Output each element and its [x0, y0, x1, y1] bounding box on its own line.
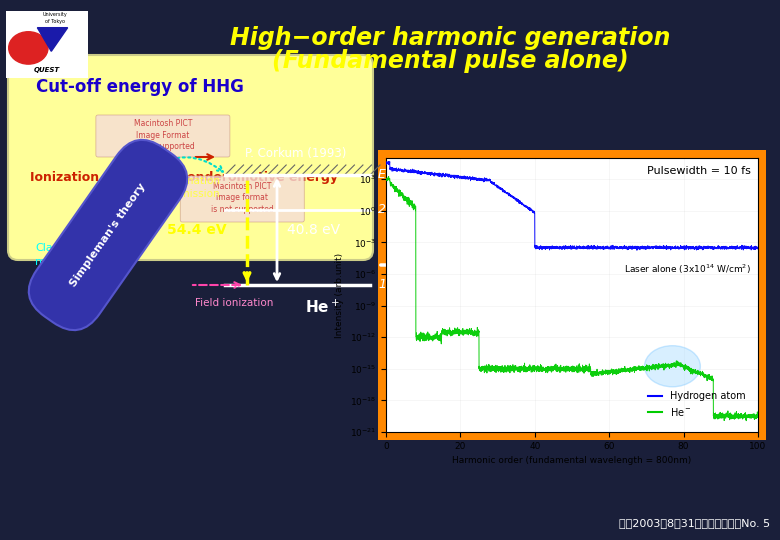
Text: 54.4 eV: 54.4 eV: [167, 223, 227, 237]
Text: Macintosh PICT
image format
is not supported: Macintosh PICT image format is not suppo…: [211, 183, 274, 214]
Text: – But...Extremely low efficiency: – But...Extremely low efficiency: [444, 314, 654, 327]
Text: Laser alone (3x10$^{14}$ W/cm$^2$): Laser alone (3x10$^{14}$ W/cm$^2$): [624, 262, 750, 275]
Bar: [378, 150, 766, 440]
Text: P. Corkum (1993): P. Corkum (1993): [245, 146, 346, 159]
Text: Macintosh PICT
Image Format
is not supported: Macintosh PICT Image Format is not suppo…: [132, 119, 194, 151]
Text: Simpleman's theory: Simpleman's theory: [64, 175, 152, 295]
Text: Cut-off energy of HHG: Cut-off energy of HHG: [36, 78, 244, 96]
Text: +: +: [590, 261, 598, 271]
Text: E = 0: E = 0: [378, 168, 413, 181]
Text: – Higher energy cut-off: – Higher energy cut-off: [444, 288, 598, 301]
Text: Ionization potential: Ionization potential: [30, 171, 167, 184]
Circle shape: [644, 346, 700, 387]
Text: Recombination
photoemission: Recombination photoemission: [142, 176, 220, 199]
Text: (Fundamental pulse alone): (Fundamental pulse alone): [271, 49, 629, 73]
Text: Pulsewidth = 10 fs: Pulsewidth = 10 fs: [647, 166, 750, 176]
Text: High−order harmonic generation: High−order harmonic generation: [230, 26, 670, 50]
FancyBboxPatch shape: [180, 176, 304, 222]
Text: Ponderomotive energy: Ponderomotive energy: [178, 171, 338, 184]
Text: University: University: [43, 12, 68, 17]
FancyBboxPatch shape: [96, 115, 230, 157]
Text: of Tokyo: of Tokyo: [45, 19, 66, 24]
Text: 40.8 eV: 40.8 eV: [287, 223, 340, 237]
Text: Field ionization: Field ionization: [195, 298, 273, 308]
Text: In the case of: In the case of: [446, 264, 541, 276]
Text: ...: ...: [597, 264, 609, 276]
Circle shape: [9, 32, 48, 64]
FancyBboxPatch shape: [8, 55, 373, 260]
X-axis label: Harmonic order (fundamental wavelength = 800nm): Harmonic order (fundamental wavelength =…: [452, 456, 692, 465]
Text: 1s: 1s: [378, 279, 392, 292]
Legend: Hydrogen atom, He$^-$: Hydrogen atom, He$^-$: [644, 387, 750, 422]
Text: ■: ■: [430, 264, 441, 276]
Text: 応眅2003年8月31日　石川題一　No. 5: 応眅2003年8月31日 石川題一 No. 5: [619, 518, 770, 528]
Y-axis label: Intensity (arb.unit): Intensity (arb.unit): [335, 252, 345, 338]
Polygon shape: [37, 28, 68, 51]
Text: Classical
motion: Classical motion: [35, 244, 83, 267]
Text: He$^+$: He$^+$: [305, 298, 340, 316]
Text: Ti:S H27 ∼ 40 eV: Ti:S H27 ∼ 40 eV: [460, 258, 591, 272]
Text: QUEST: QUEST: [34, 66, 60, 72]
Text: He: He: [570, 264, 590, 276]
Text: 2s, 2p: 2s, 2p: [378, 204, 417, 217]
